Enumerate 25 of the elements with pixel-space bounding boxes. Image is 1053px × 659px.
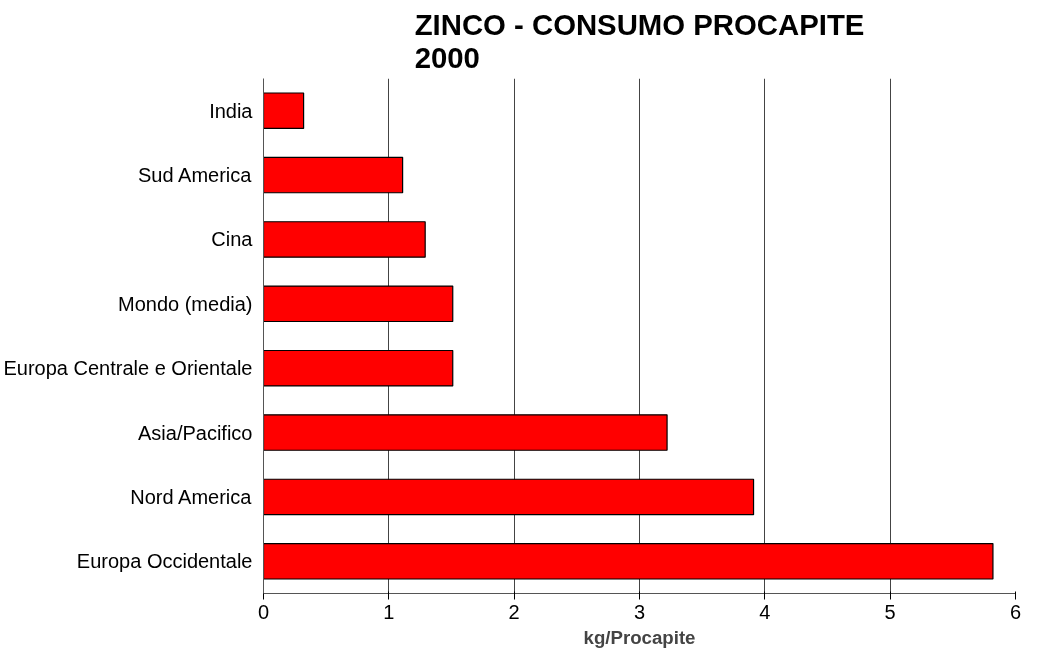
bar xyxy=(263,156,404,194)
chart-title: ZINCO - CONSUMO PROCAPITE 2000 xyxy=(414,7,865,74)
x-tick-label: 5 xyxy=(884,600,896,623)
x-tick-label: 2 xyxy=(508,600,520,623)
y-tick-label: Nord America xyxy=(130,485,253,508)
bar xyxy=(263,285,454,323)
y-tick-label: India xyxy=(209,99,254,122)
y-tick-label: Mondo (media) xyxy=(118,292,253,315)
bar xyxy=(263,543,994,580)
bar xyxy=(263,414,668,451)
x-tick-label: 6 xyxy=(1009,600,1022,623)
x-tick-label: 1 xyxy=(383,600,395,623)
bar xyxy=(263,478,755,516)
x-tick-label: 4 xyxy=(759,600,771,623)
x-tick-label: 0 xyxy=(257,600,270,623)
bar xyxy=(263,349,454,387)
y-tick-label: Asia/Pacifico xyxy=(138,421,253,444)
x-tick-label: 3 xyxy=(633,600,646,623)
y-tick-label: Europa Occidentale xyxy=(76,550,253,573)
y-tick-label: Cina xyxy=(211,228,254,251)
bar xyxy=(263,221,426,258)
y-tick-label: Europa Centrale e Orientale xyxy=(3,357,253,380)
bar xyxy=(263,92,305,129)
x-axis-title: kg/Procapite xyxy=(583,626,696,648)
y-tick-label: Sud America xyxy=(138,164,253,187)
